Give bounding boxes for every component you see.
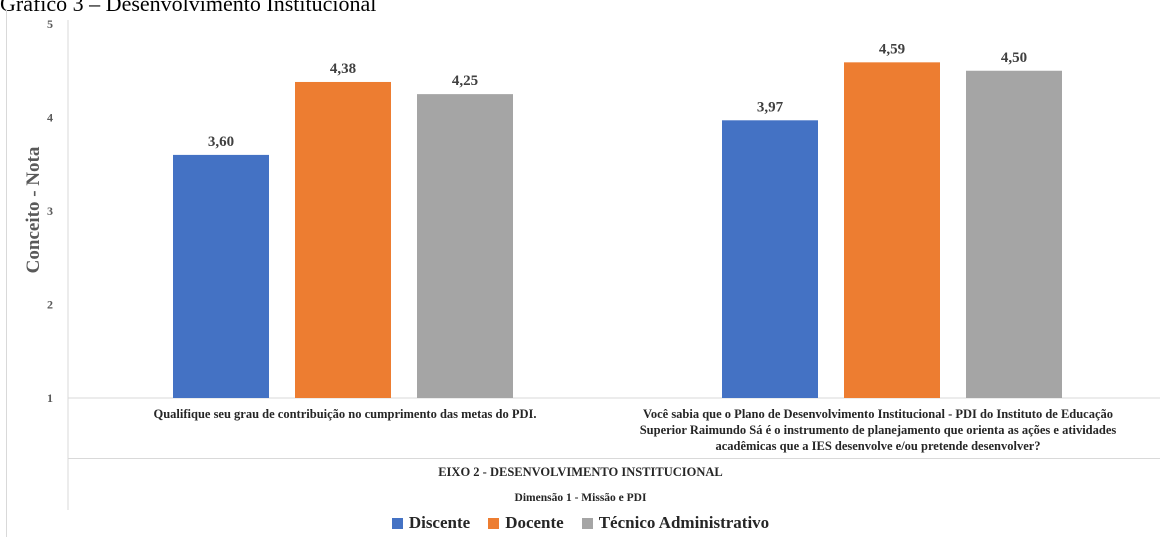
data-label: 4,59 — [879, 41, 905, 57]
subgroup-label: Dimensão 1 - Missão e PDI — [514, 492, 647, 504]
bar-t-cnico-administrativo-1 — [417, 94, 513, 398]
legend-swatch-tecnico — [581, 517, 593, 529]
bar-discente-1 — [173, 154, 269, 398]
data-label: 4,25 — [452, 73, 478, 89]
category-label-1: Qualifique seu grau de contribuição no c… — [153, 407, 537, 421]
data-label: 4,38 — [330, 61, 356, 77]
legend-label-docente: Docente — [505, 513, 564, 532]
chart-caption: Gráfico 3 – Desenvolvimento Instituciona… — [0, 0, 377, 16]
legend-swatch-discente — [391, 517, 403, 529]
legend-label-discente: Discente — [408, 513, 471, 532]
y-tick-label: 4 — [47, 111, 53, 125]
legend-label-tecnico: Técnico Administrativo — [598, 513, 770, 532]
legend-item-tecnico: Técnico Administrativo — [581, 513, 770, 533]
y-tick-label: 1 — [47, 391, 53, 405]
y-tick-label: 5 — [47, 17, 53, 31]
bar-t-cnico-administrativo-2 — [966, 70, 1062, 398]
y-tick-label: 2 — [47, 298, 53, 312]
data-label: 3,97 — [757, 99, 784, 115]
bar-docente-2 — [844, 62, 940, 399]
category-label-2: Você sabia que o Plano de Desenvolviment… — [639, 407, 1117, 453]
y-axis-title: Conceito - Nota — [23, 146, 44, 274]
category-row-divider — [68, 458, 1160, 459]
legend: Discente Docente Técnico Administrativo — [0, 513, 1161, 533]
bar-docente-1 — [295, 81, 391, 398]
data-label: 4,50 — [1001, 50, 1027, 66]
bar-discente-2 — [722, 120, 818, 399]
legend-item-docente: Docente — [488, 513, 564, 533]
group-label: EIXO 2 - DESENVOLVIMENTO INSTITUCIONAL — [438, 465, 723, 479]
data-label: 3,60 — [208, 134, 234, 150]
chart-frame — [6, 9, 1161, 537]
y-tick-label: 3 — [47, 204, 53, 218]
legend-swatch-docente — [488, 517, 500, 529]
legend-item-discente: Discente — [391, 513, 471, 533]
